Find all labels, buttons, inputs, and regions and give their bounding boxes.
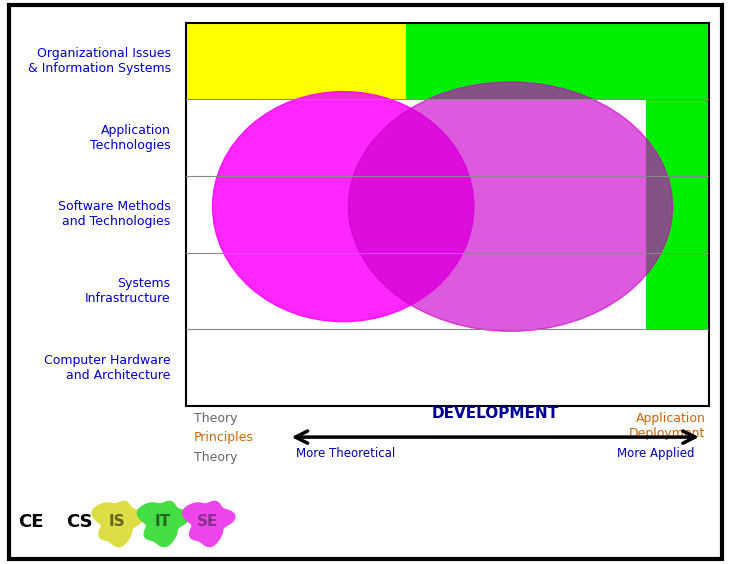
- Polygon shape: [92, 501, 144, 547]
- Text: Theory: Theory: [194, 451, 238, 464]
- Text: Software Methods
and Technologies: Software Methods and Technologies: [58, 200, 171, 228]
- Polygon shape: [183, 501, 235, 547]
- Text: DEVELOPMENT: DEVELOPMENT: [432, 406, 558, 421]
- Text: Application
Technologies: Application Technologies: [90, 124, 171, 152]
- Ellipse shape: [213, 91, 474, 321]
- Bar: [646, 99, 709, 329]
- Text: CS: CS: [66, 513, 92, 531]
- Text: Application
Deployment: Application Deployment: [629, 412, 705, 440]
- Text: More Theoretical: More Theoretical: [296, 447, 395, 460]
- Text: Systems
Infrastructure: Systems Infrastructure: [85, 277, 171, 305]
- Polygon shape: [137, 501, 189, 547]
- Bar: [406, 23, 709, 99]
- Text: IS: IS: [109, 514, 125, 529]
- Text: Computer Hardware
and Architecture: Computer Hardware and Architecture: [44, 354, 171, 382]
- Bar: [186, 23, 474, 99]
- Text: More Applied: More Applied: [617, 447, 694, 460]
- Text: Theory: Theory: [194, 412, 238, 425]
- Text: IT: IT: [154, 514, 170, 529]
- Text: SE: SE: [197, 514, 219, 529]
- Text: CE: CE: [18, 513, 44, 531]
- Text: Principles: Principles: [194, 431, 254, 444]
- Ellipse shape: [349, 82, 673, 331]
- Text: Organizational Issues
& Information Systems: Organizational Issues & Information Syst…: [28, 47, 171, 75]
